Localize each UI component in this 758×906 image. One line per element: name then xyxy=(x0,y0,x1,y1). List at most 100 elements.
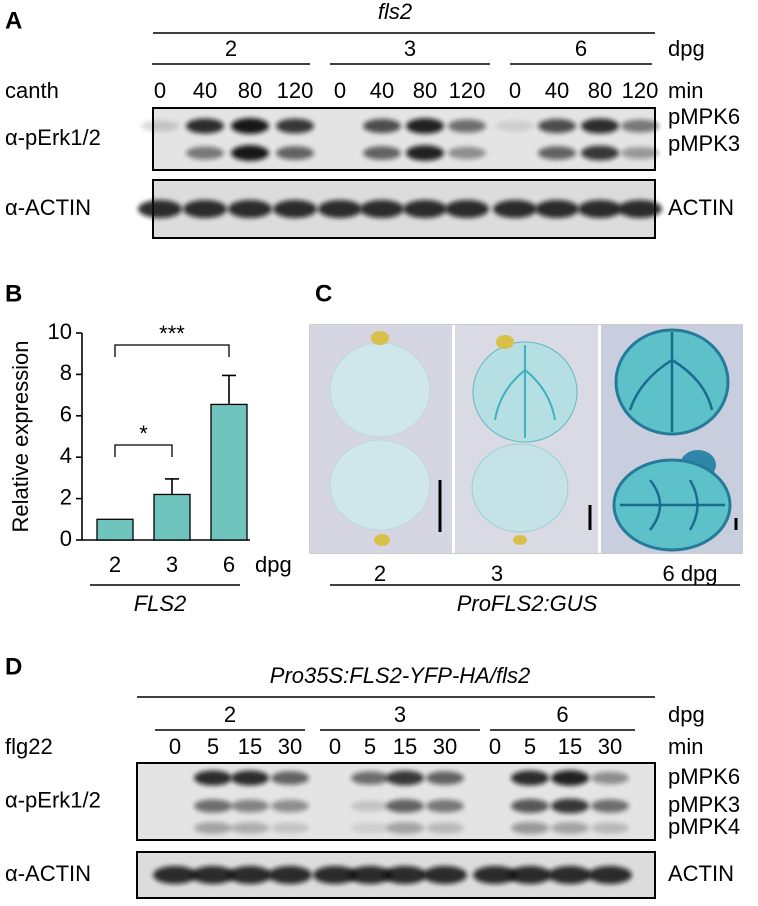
band xyxy=(426,822,464,834)
significance-label: *** xyxy=(159,321,185,346)
band xyxy=(231,770,269,786)
band xyxy=(551,798,589,814)
band xyxy=(578,200,622,218)
timepoint: 15 xyxy=(238,734,262,759)
timepoint: 80 xyxy=(588,78,612,103)
timepoint: 0 xyxy=(334,78,346,103)
band xyxy=(183,200,227,218)
gus-photos xyxy=(309,324,743,554)
band xyxy=(618,200,662,218)
band xyxy=(363,118,401,134)
band xyxy=(551,770,589,786)
timepoint: 5 xyxy=(207,734,219,759)
timepoint: 0 xyxy=(169,734,181,759)
timepoint: 15 xyxy=(558,734,582,759)
band-name: pMPK6 xyxy=(668,104,740,129)
band xyxy=(591,799,629,813)
panel-label: B xyxy=(5,280,22,307)
band xyxy=(581,118,619,134)
band xyxy=(511,821,549,835)
blot xyxy=(152,107,656,171)
genotype: Pro35S:FLS2-YFP-HA/fls2 xyxy=(270,663,530,688)
band-name: ACTIN xyxy=(668,195,734,220)
stage-label: 3 xyxy=(491,561,503,586)
band xyxy=(493,200,537,218)
stage-label: 2 xyxy=(374,561,386,586)
band xyxy=(363,146,401,160)
gene-label: FLS2 xyxy=(134,591,187,616)
band-name: pMPK3 xyxy=(668,792,740,817)
band xyxy=(511,799,549,813)
band-name: ACTIN xyxy=(668,861,734,886)
y-tick-label: 2 xyxy=(60,484,72,509)
band-name: pMPK4 xyxy=(668,814,740,839)
band xyxy=(538,118,576,134)
band xyxy=(551,822,589,834)
band xyxy=(445,200,489,218)
band xyxy=(141,120,179,132)
y-tick-label: 0 xyxy=(60,526,72,551)
dpg-unit: dpg xyxy=(668,36,705,61)
y-tick-label: 4 xyxy=(60,443,72,468)
band xyxy=(191,866,235,884)
band xyxy=(348,866,392,884)
dpg-group: 2 xyxy=(224,702,236,727)
band xyxy=(511,770,549,786)
band xyxy=(138,200,182,218)
dpg-group: 3 xyxy=(394,702,406,727)
dpg-group: 6 xyxy=(575,36,587,61)
timepoint: 80 xyxy=(413,78,437,103)
band xyxy=(186,118,224,134)
x-tick-label: 3 xyxy=(166,552,178,577)
band xyxy=(194,770,232,786)
reporter: ProFLS2:GUS xyxy=(457,591,598,616)
bar xyxy=(96,518,134,541)
band xyxy=(535,200,579,218)
band xyxy=(186,146,224,160)
band-name: pMPK3 xyxy=(668,131,740,156)
band xyxy=(231,822,269,834)
timepoint: 120 xyxy=(449,78,486,103)
dpg-group: 2 xyxy=(225,36,237,61)
timepoint: 5 xyxy=(364,734,376,759)
dpg-unit: dpg xyxy=(668,702,705,727)
dpg-group: 6 xyxy=(556,702,568,727)
band xyxy=(426,799,464,813)
panel-label: C xyxy=(315,280,332,307)
band xyxy=(153,866,197,884)
significance-bracket xyxy=(114,444,173,457)
timepoint: 40 xyxy=(370,78,394,103)
significance-bracket xyxy=(114,344,230,357)
band xyxy=(548,866,592,884)
band xyxy=(276,118,314,134)
band xyxy=(318,200,362,218)
band xyxy=(313,866,357,884)
band xyxy=(448,146,486,160)
band xyxy=(538,146,576,160)
band xyxy=(360,200,404,218)
band xyxy=(386,799,424,813)
band xyxy=(591,771,629,785)
band xyxy=(351,822,389,834)
band xyxy=(271,799,309,813)
band xyxy=(448,119,486,133)
band xyxy=(351,771,389,785)
band xyxy=(231,145,269,161)
band xyxy=(508,866,552,884)
x-tick-label: 6 xyxy=(223,552,235,577)
dpg-group: 3 xyxy=(404,36,416,61)
band xyxy=(621,146,659,160)
stage-label: 6 dpg xyxy=(662,561,717,586)
timepoint: 30 xyxy=(433,734,457,759)
antibody: α-ACTIN xyxy=(5,861,91,886)
band xyxy=(228,866,272,884)
timepoint: 120 xyxy=(622,78,659,103)
band xyxy=(496,120,534,132)
timepoint: 30 xyxy=(278,734,302,759)
band xyxy=(231,799,269,813)
bar xyxy=(210,403,248,541)
significance-label: * xyxy=(139,421,148,446)
band xyxy=(273,200,317,218)
band xyxy=(423,866,467,884)
